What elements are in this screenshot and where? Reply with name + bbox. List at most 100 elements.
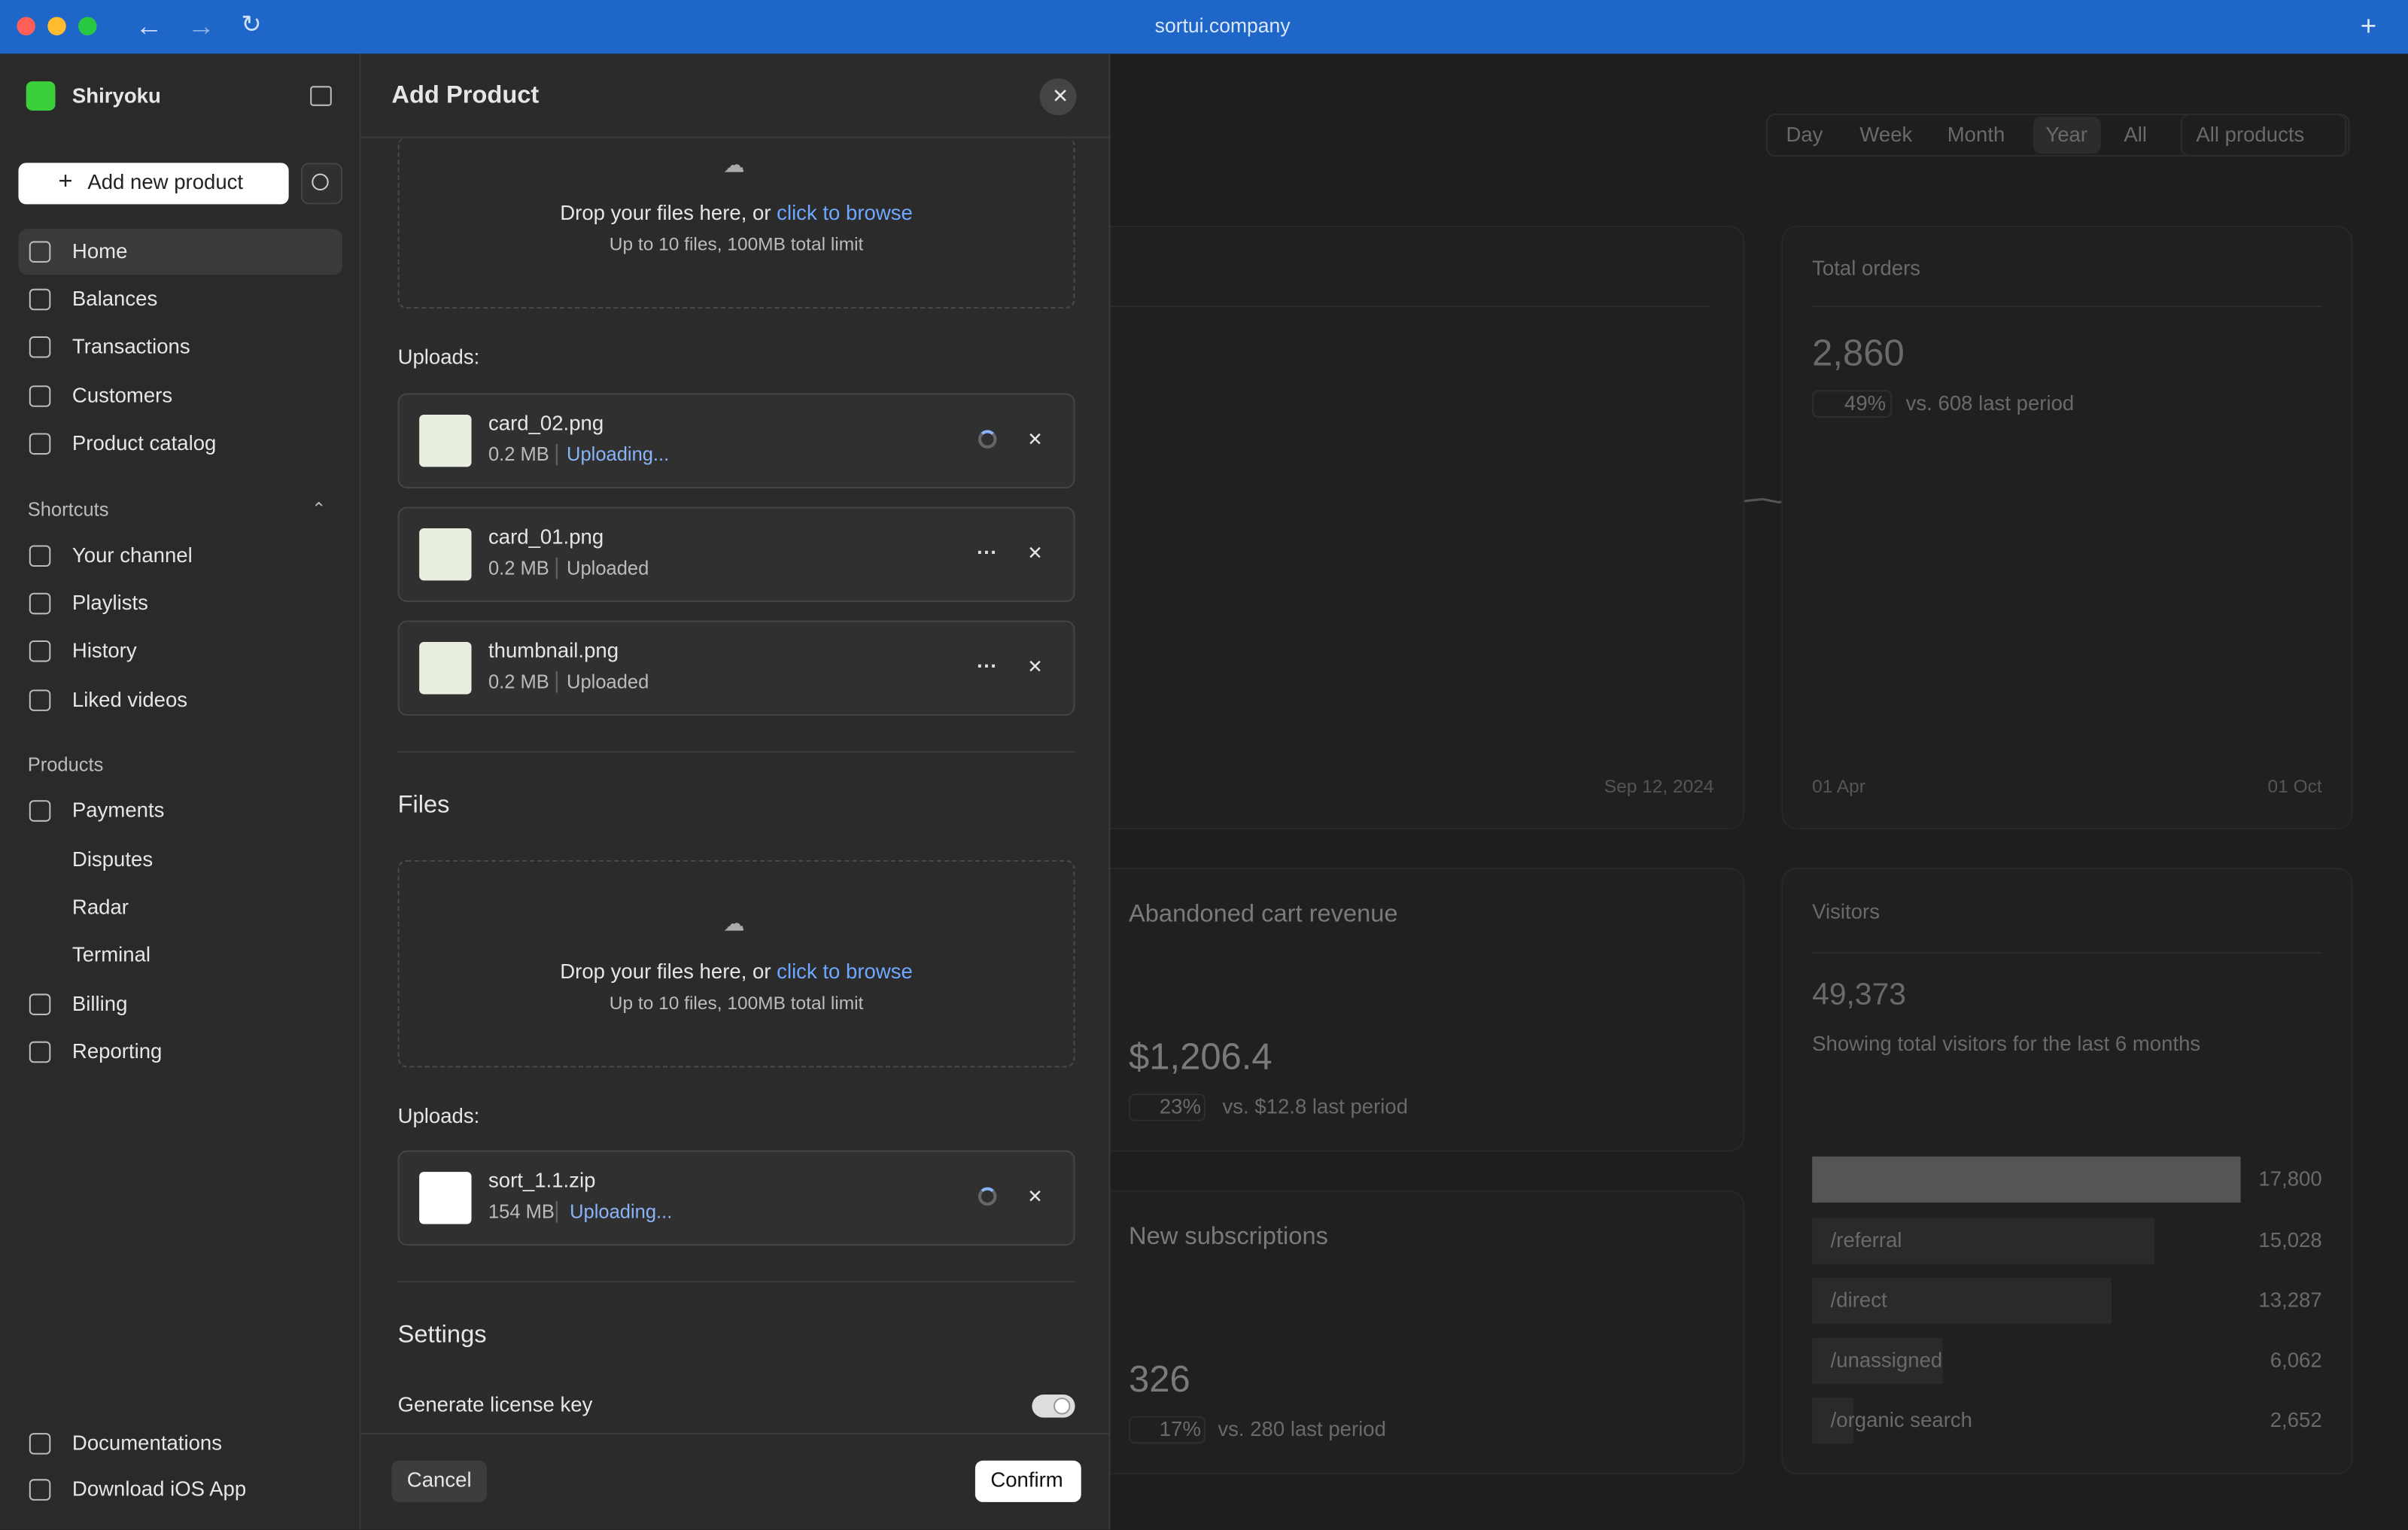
visitor-bar — [1812, 1337, 1943, 1384]
compare-text: vs. 280 last period — [1218, 1417, 1386, 1441]
forward-button[interactable]: → — [187, 11, 215, 42]
card — [1075, 868, 1745, 1152]
metric-value: 49,373 — [1812, 978, 1906, 1012]
spinner — [977, 1187, 997, 1206]
nav-item[interactable]: Customers — [71, 384, 173, 407]
nav-item[interactable]: Radar — [71, 895, 129, 919]
section-label: Uploads: — [397, 1104, 480, 1127]
visitor-value: 15,028 — [2258, 1228, 2322, 1252]
nav-item[interactable]: Liked videos — [71, 688, 188, 711]
url[interactable]: sortui.company — [1154, 14, 1291, 37]
period-tabs — [1765, 114, 2347, 157]
nav-icon — [29, 433, 51, 455]
file-name: sort_1.1.zip — [488, 1169, 596, 1192]
card-subtitle: Showing total visitors for the last 6 mo… — [1812, 1032, 2201, 1056]
confirm-button[interactable] — [974, 1460, 1081, 1502]
card — [1075, 225, 1745, 830]
filter-select[interactable] — [2180, 114, 2350, 157]
dropzone-text: Drop your files here, or — [560, 960, 777, 984]
remove-button[interactable]: ✕ — [1027, 655, 1043, 677]
visitor-bar — [1812, 1218, 2155, 1264]
divider — [1812, 306, 2322, 308]
nav-item[interactable]: Download iOS App — [71, 1477, 247, 1501]
dropzone-text: Drop your files here, or click to browse — [398, 199, 1075, 227]
nav-icon — [29, 689, 51, 711]
compare-text: vs. $12.8 last period — [1222, 1095, 1409, 1118]
close-button[interactable] — [1039, 78, 1077, 116]
nav-item[interactable]: Your channel — [71, 543, 193, 567]
period-selected — [2033, 117, 2101, 154]
period-tab[interactable]: Day — [1786, 123, 1823, 146]
file-name: card_01.png — [488, 525, 604, 549]
metric-value: 2,860 — [1812, 333, 1905, 375]
nav-item[interactable]: Billing — [71, 992, 128, 1015]
file-name: card_02.png — [488, 411, 604, 435]
section-label: Uploads: — [397, 345, 480, 369]
visitor-label: /referral — [1830, 1228, 1902, 1252]
collapse-icon[interactable] — [310, 86, 332, 106]
period-tab[interactable]: All — [2124, 123, 2148, 146]
visitor-label: /direct — [1830, 1288, 1887, 1312]
nav-icon — [29, 241, 51, 263]
workspace-name[interactable]: Shiryoku — [71, 84, 161, 108]
toggle-knob — [1053, 1398, 1071, 1415]
change-badge — [1812, 390, 1893, 418]
file-thumb — [419, 528, 472, 581]
file-status: Uploaded — [567, 557, 649, 579]
remove-button[interactable]: ✕ — [1027, 542, 1043, 564]
divider — [397, 750, 1075, 753]
window-button[interactable] — [47, 17, 66, 35]
section-title: Products — [27, 754, 104, 776]
reload-button[interactable]: ↻ — [241, 12, 262, 39]
nav-item[interactable]: Playlists — [71, 591, 148, 615]
separator — [555, 671, 558, 693]
nav-item[interactable]: Documentations — [71, 1431, 223, 1455]
dropzone-text: Drop your files here, or click to browse — [398, 958, 1075, 986]
remove-button[interactable]: ✕ — [1027, 1185, 1043, 1208]
period-tab[interactable]: Year — [2045, 123, 2088, 146]
nav-item[interactable]: Reporting — [71, 1039, 163, 1063]
workspace-logo — [26, 81, 56, 111]
card-title: Visitors — [1812, 899, 1880, 923]
close-icon: ✕ — [1051, 84, 1069, 108]
more-button[interactable]: ··· — [976, 654, 998, 677]
visitor-value: 13,287 — [2258, 1288, 2322, 1312]
compare-text: vs. 608 last period — [1905, 391, 2075, 415]
browse-link[interactable]: click to browse — [777, 201, 913, 224]
window-button[interactable] — [78, 17, 97, 35]
nav-icon — [29, 1433, 51, 1455]
dropzone[interactable] — [397, 136, 1075, 309]
period-tab[interactable]: Week — [1859, 123, 1913, 146]
add-product-button[interactable] — [18, 163, 289, 205]
visitor-bar — [1812, 1277, 2112, 1325]
remove-button[interactable]: ✕ — [1027, 428, 1043, 450]
upload-icon: ☁ — [723, 152, 745, 177]
nav-item[interactable]: Transactions — [71, 334, 190, 358]
cancel-button[interactable] — [391, 1460, 487, 1502]
more-button[interactable]: ··· — [976, 540, 998, 564]
dropzone[interactable] — [397, 859, 1075, 1068]
nav-item[interactable]: Disputes — [71, 847, 154, 871]
back-button[interactable]: ← — [135, 11, 163, 42]
dropzone-limit: Up to 10 files, 100MB total limit — [609, 992, 864, 1014]
card-title: Abandoned cart revenue — [1128, 901, 1398, 928]
card-title: Total orders — [1812, 256, 1921, 280]
nav-item[interactable]: Balances — [71, 287, 158, 311]
confirm-label: Confirm — [990, 1468, 1063, 1492]
period-tab[interactable]: Month — [1947, 123, 2005, 146]
window-button[interactable] — [17, 17, 35, 35]
separator — [555, 1200, 558, 1223]
new-tab[interactable]: + — [2360, 11, 2377, 42]
nav-item[interactable]: Product catalog — [71, 431, 217, 455]
nav-item[interactable]: Home — [71, 239, 128, 263]
browse-link[interactable]: click to browse — [777, 960, 913, 984]
browser-bar — [0, 0, 2408, 54]
visitor-value: 6,062 — [2270, 1348, 2322, 1372]
change-value: 49% — [1844, 391, 1887, 415]
plus: + — [58, 169, 73, 196]
nav-item[interactable]: Terminal — [71, 943, 151, 966]
visitor-bar — [1812, 1156, 2241, 1203]
nav-item[interactable]: History — [71, 638, 137, 662]
change-value: 23% — [1159, 1095, 1201, 1118]
nav-item[interactable]: Payments — [71, 798, 165, 822]
